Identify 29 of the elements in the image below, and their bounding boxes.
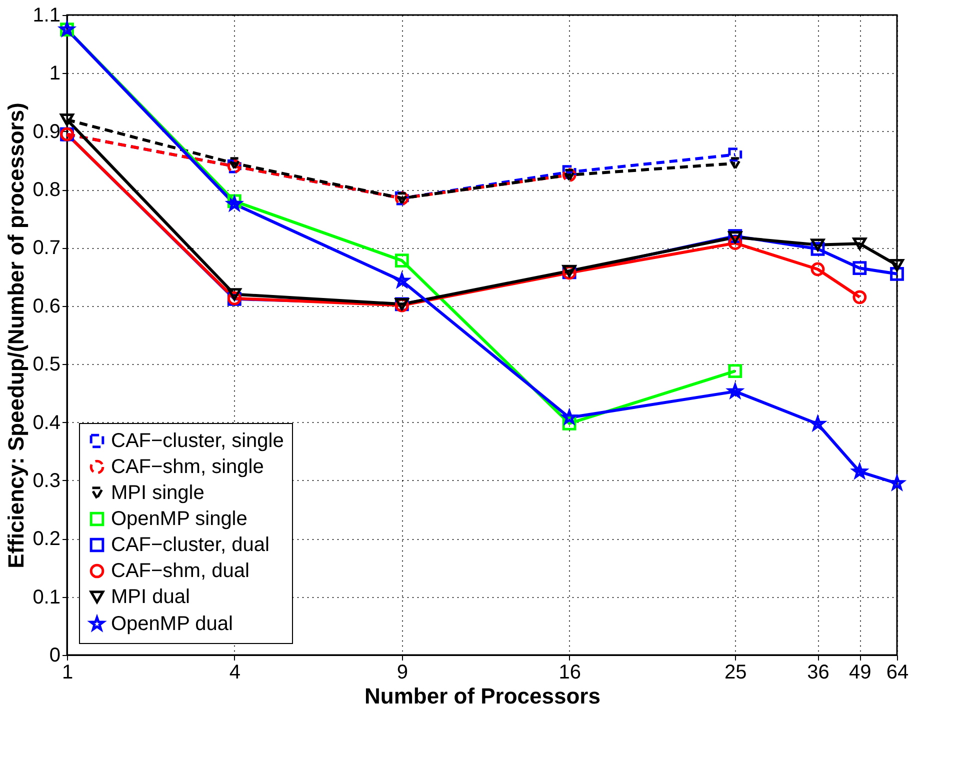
- legend-label: CAF−shm, single: [111, 456, 264, 478]
- x-tick-label: 49: [849, 662, 872, 684]
- x-tick-label: 4: [229, 662, 240, 684]
- x-tick-label: 25: [724, 662, 747, 684]
- y-tick-label: 0.9: [32, 120, 60, 143]
- legend-label: CAF−cluster, dual: [111, 534, 270, 556]
- x-tick-label: 9: [396, 662, 408, 684]
- y-tick-label: 0.5: [32, 354, 60, 376]
- y-tick-label: 0.4: [32, 412, 60, 434]
- y-tick-label: 0.1: [32, 586, 60, 608]
- legend-label: OpenMP single: [111, 508, 248, 530]
- y-tick-label: 1: [49, 62, 60, 85]
- x-tick-label: 16: [558, 662, 581, 684]
- x-tick-label: 64: [886, 662, 909, 684]
- y-axis-title: Efficiency: Speedup/(Number of processors): [4, 102, 29, 568]
- legend-label: CAF−shm, dual: [111, 560, 250, 582]
- y-tick-label: 0: [49, 644, 60, 666]
- y-tick-label: 1.1: [32, 4, 60, 26]
- legend-label: CAF−cluster, single: [111, 430, 284, 452]
- y-tick-label: 0.7: [32, 237, 60, 260]
- legend-label: MPI dual: [111, 586, 190, 608]
- y-tick-label: 0.2: [32, 528, 60, 550]
- legend-label: OpenMP dual: [111, 613, 233, 635]
- y-tick-label: 0.6: [32, 295, 60, 318]
- y-tick-label: 0.8: [32, 179, 60, 202]
- y-tick-label: 0.3: [32, 470, 60, 492]
- x-axis-title: Number of Processors: [364, 684, 600, 708]
- legend-label: MPI single: [111, 482, 204, 504]
- x-tick-label: 36: [807, 662, 830, 684]
